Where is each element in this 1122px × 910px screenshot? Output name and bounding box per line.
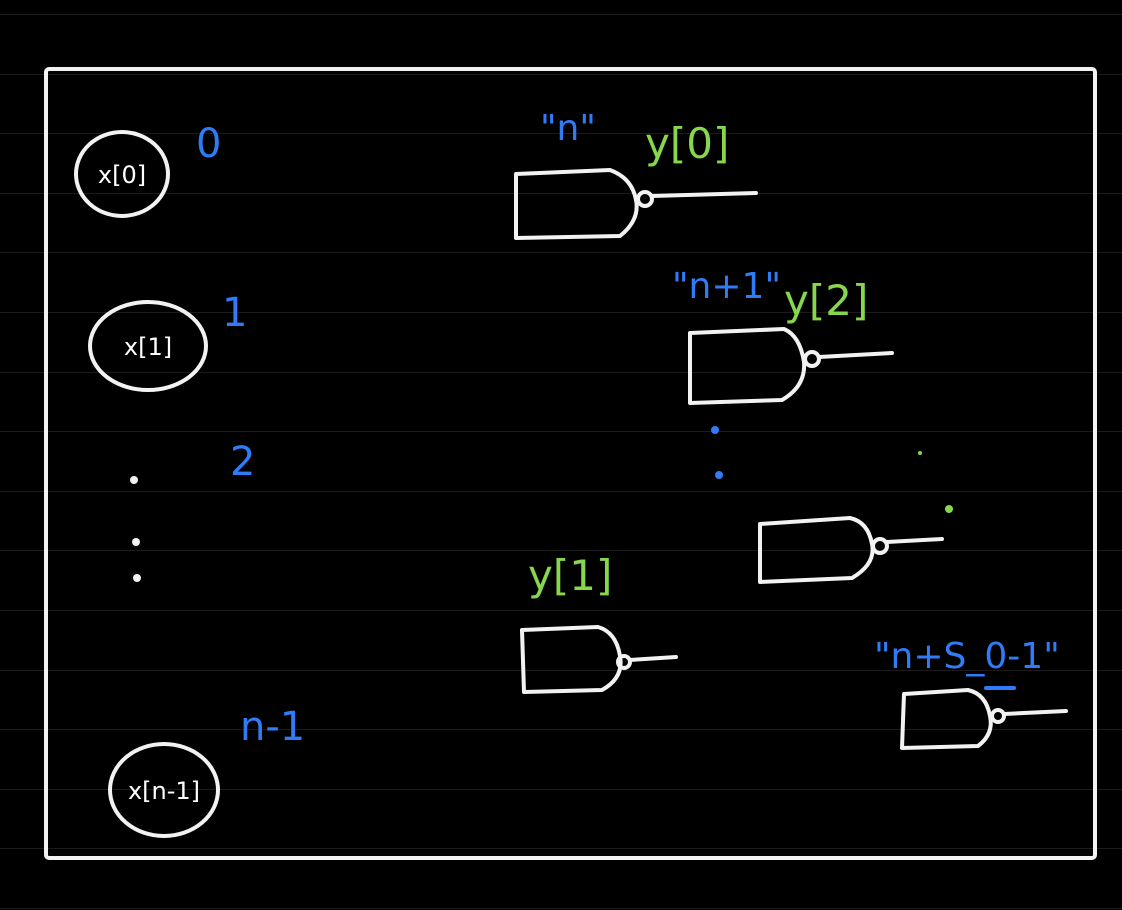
ruled-line bbox=[0, 312, 1122, 313]
ruled-line bbox=[0, 193, 1122, 194]
ruled-line bbox=[0, 789, 1122, 790]
input-node-0: x[0] bbox=[74, 130, 170, 218]
frame bbox=[44, 67, 1097, 860]
ruled-line bbox=[0, 550, 1122, 551]
ruled-line bbox=[0, 14, 1122, 15]
ruled-line bbox=[0, 431, 1122, 432]
nand-gate-1 bbox=[688, 327, 894, 405]
nand-gate-0 bbox=[514, 168, 758, 240]
gate-name-4: "n+S_0-1" bbox=[874, 636, 1060, 677]
ruled-line bbox=[0, 610, 1122, 611]
gate-name-0: "n" bbox=[540, 108, 596, 149]
ruled-line bbox=[0, 252, 1122, 253]
gate-output-0: y[0] bbox=[645, 119, 729, 168]
input-index-1: 1 bbox=[222, 290, 247, 336]
ruled-line bbox=[0, 133, 1122, 134]
nand-gate-2 bbox=[520, 625, 678, 694]
input-index-2: 2 bbox=[230, 439, 255, 485]
input-node-n-1: x[n-1] bbox=[108, 742, 220, 838]
gate-ellipsis-dots bbox=[711, 426, 953, 513]
input-label: x[0] bbox=[98, 161, 146, 189]
gate-name-1: "n+1" bbox=[672, 266, 781, 307]
input-label: x[1] bbox=[124, 333, 172, 361]
input-index-0: 0 bbox=[196, 121, 221, 167]
ruled-line bbox=[0, 908, 1122, 909]
nand-gate-4 bbox=[900, 688, 1068, 750]
gate-output-1: y[2] bbox=[784, 276, 868, 325]
input-node-1: x[1] bbox=[88, 300, 208, 392]
nand-gate-3 bbox=[758, 516, 944, 584]
gate-output-2: y[1] bbox=[528, 551, 612, 600]
ruled-line bbox=[0, 848, 1122, 849]
ruled-line bbox=[0, 372, 1122, 373]
ruled-line bbox=[0, 670, 1122, 671]
input-index-n-1: n-1 bbox=[240, 704, 305, 750]
ruled-line bbox=[0, 491, 1122, 492]
ruled-line bbox=[0, 74, 1122, 75]
ruled-line bbox=[0, 729, 1122, 730]
ellipsis-dots bbox=[130, 476, 141, 582]
input-label: x[n-1] bbox=[128, 777, 200, 805]
